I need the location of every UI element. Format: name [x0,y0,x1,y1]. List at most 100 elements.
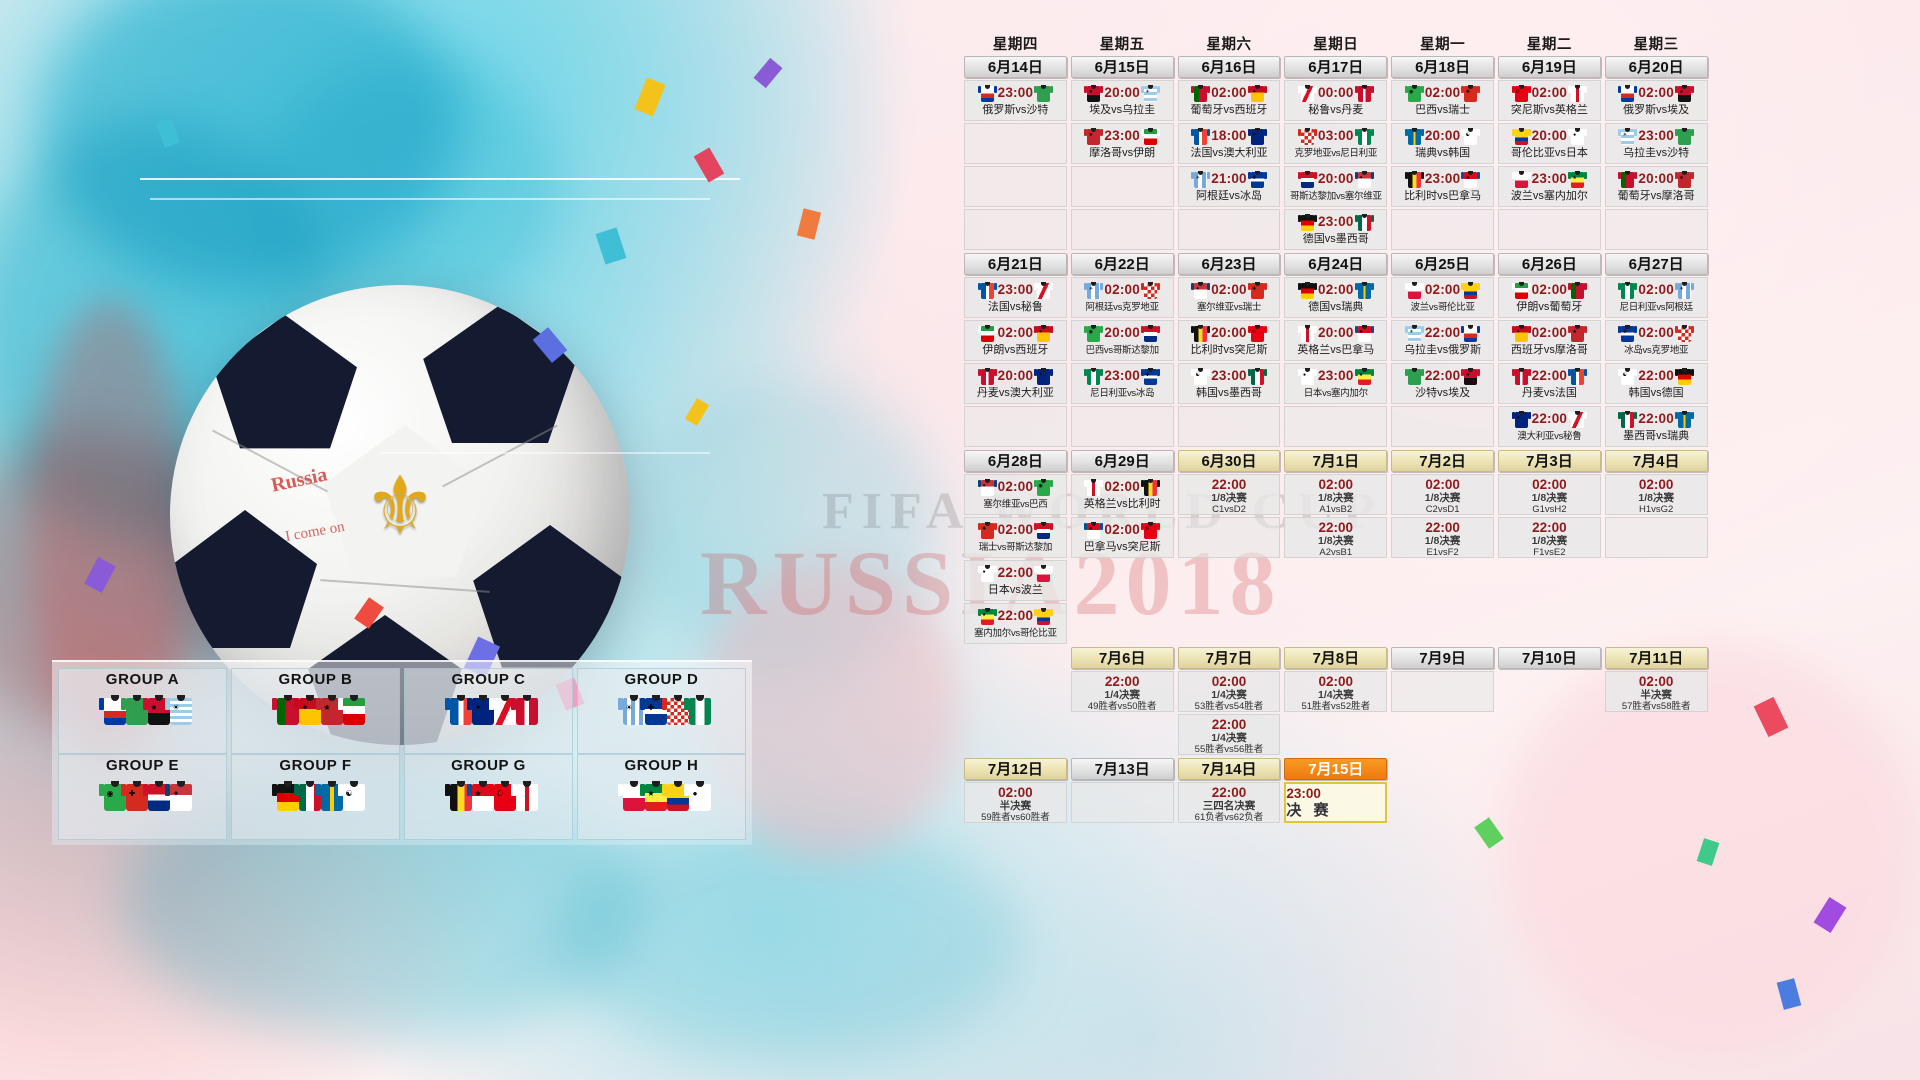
match-cell[interactable]: ◉ 20:00 巴西vs哥斯达黎加 [1070,320,1174,361]
date-label[interactable]: 6月27日 [1604,253,1708,275]
match-cell[interactable]: 23:00 ✚ 尼日利亚vs冰岛 [1070,363,1174,404]
match-cell[interactable]: 02:00 波兰vs哥伦比亚 [1391,277,1494,318]
knockout-match-cell[interactable]: 02:00 1/8决赛 H1vsG2 [1604,474,1708,515]
match-cell[interactable]: 02:00 英格兰vs比利时 [1070,474,1174,515]
match-cell[interactable]: 20:00 ★ 英格兰vs巴拿马 [1284,320,1388,361]
match-cell[interactable]: 20:00 ☯ 瑞典vs韩国 [1391,123,1494,164]
date-label[interactable]: 7月12日 [964,758,1067,780]
date-label[interactable]: 7月6日 [1070,647,1174,669]
match-cell[interactable]: 20:00 ✦ 哥斯达黎加vs塞尔维亚 [1284,166,1388,207]
date-label[interactable]: 6月15日 [1070,56,1174,78]
date-label[interactable]: 7月2日 [1391,450,1494,472]
match-cell[interactable]: ☀ 22:00 乌拉圭vs俄罗斯 [1391,320,1494,361]
knockout-match-cell[interactable]: 22:00 1/8决赛 E1vsF2 [1391,517,1494,558]
knockout-match-cell[interactable]: 22:00 1/8决赛 F1vsE2 [1497,517,1601,558]
date-label[interactable]: 6月29日 [1070,450,1174,472]
match-cell[interactable]: 02:00 ★ 俄罗斯vs埃及 [1604,80,1708,121]
date-label[interactable]: 6月30日 [1177,450,1281,472]
match-cell[interactable]: 02:00 伊朗vs葡萄牙 [1497,277,1601,318]
knockout-match-cell[interactable]: 02:00 1/8决赛 C2vsD1 [1391,474,1494,515]
date-label[interactable]: 7月4日 [1604,450,1708,472]
knockout-match-cell[interactable]: 02:00 半决赛 59胜者vs60胜者 [964,782,1067,823]
group-card-b[interactable]: GROUP B ✦ ★ [231,668,400,754]
knockout-match-cell[interactable]: 02:00 1/4决赛 53胜者vs54胜者 [1177,671,1281,712]
match-cell[interactable]: 00:00 秘鲁vs丹麦 [1284,80,1388,121]
group-card-a[interactable]: GROUP A ★ ☀ [58,668,227,754]
match-cell[interactable]: 23:00 德国vs墨西哥 [1284,209,1388,250]
knockout-match-cell[interactable]: 02:00 1/4决赛 51胜者vs52胜者 [1284,671,1388,712]
match-cell[interactable]: 20:00 ● 哥伦比亚vs日本 [1497,123,1601,164]
group-card-e[interactable]: GROUP E ◉ ✚ ✦ [58,754,227,840]
date-label[interactable]: 6月18日 [1391,56,1494,78]
date-label[interactable]: 7月13日 [1070,758,1174,780]
date-label[interactable]: 7月3日 [1497,450,1601,472]
date-label[interactable]: 6月28日 [964,450,1067,472]
match-cell[interactable]: ● 22:00 日本vs波兰 [964,560,1067,601]
date-label[interactable]: 6月16日 [1177,56,1281,78]
date-label[interactable]: 7月14日 [1177,758,1281,780]
match-cell[interactable]: ◉ 02:00 ✚ 巴西vs瑞士 [1391,80,1494,121]
match-cell[interactable]: ☀ 02:00 阿根廷vs克罗地亚 [1070,277,1174,318]
match-cell[interactable]: ★ 20:00 ☀ 埃及vs乌拉圭 [1070,80,1174,121]
knockout-match-cell[interactable]: 22:00 1/8决赛 A2vsB1 [1284,517,1388,558]
match-cell[interactable]: ✦ 02:00 ★ 西班牙vs摩洛哥 [1497,320,1601,361]
match-cell[interactable]: 02:00 德国vs瑞典 [1284,277,1388,318]
match-cell[interactable]: ✚ 02:00 冰岛vs克罗地亚 [1604,320,1708,361]
knockout-match-cell[interactable]: 02:00 1/8决赛 G1vsH2 [1497,474,1601,515]
match-cell[interactable]: 22:00 墨西哥vs瑞典 [1604,406,1708,447]
group-card-d[interactable]: GROUP D ☀ ✚ [577,668,746,754]
match-cell[interactable]: ☪ 02:00 突尼斯vs英格兰 [1497,80,1601,121]
match-cell[interactable]: 22:00 ★ 沙特vs埃及 [1391,363,1494,404]
match-cell[interactable]: 02:00 ✦ 葡萄牙vs西班牙 [1177,80,1281,121]
match-cell[interactable]: 22:00 丹麦vs法国 [1497,363,1601,404]
date-label[interactable]: 6月25日 [1391,253,1494,275]
match-cell[interactable]: 03:00 克罗地亚vs尼日利亚 [1284,123,1388,164]
date-label[interactable]: 7月1日 [1284,450,1388,472]
match-cell[interactable]: 18:00 ✦ 法国vs澳大利亚 [1177,123,1281,164]
match-cell[interactable]: ★ 22:00 塞内加尔vs哥伦比亚 [964,603,1067,644]
knockout-match-cell[interactable]: 02:00 1/8决赛 A1vsB2 [1284,474,1388,515]
match-cell[interactable]: 23:00 俄罗斯vs沙特 [964,80,1067,121]
date-label[interactable]: 6月23日 [1177,253,1281,275]
date-label[interactable]: 6月14日 [964,56,1067,78]
match-cell[interactable]: ✚ 02:00 瑞士vs哥斯达黎加 [964,517,1067,558]
date-label[interactable]: 7月9日 [1391,647,1494,669]
knockout-match-cell[interactable]: 22:00 1/4决赛 55胜者vs56胜者 [1177,714,1281,755]
match-cell[interactable]: ★ 02:00 ☪ 巴拿马vs突尼斯 [1070,517,1174,558]
knockout-match-cell[interactable]: 22:00 1/4决赛 49胜者vs50胜者 [1070,671,1174,712]
match-cell[interactable]: ✦ 22:00 澳大利亚vs秘鲁 [1497,406,1601,447]
date-label[interactable]: 6月17日 [1284,56,1388,78]
date-label[interactable]: 7月10日 [1497,647,1601,669]
date-label[interactable]: 7月11日 [1604,647,1708,669]
match-cell[interactable]: ☯ 23:00 韩国vs墨西哥 [1177,363,1281,404]
match-cell[interactable]: 20:00 ★ 葡萄牙vs摩洛哥 [1604,166,1708,207]
match-cell[interactable]: ✦ 02:00 ✚ 塞尔维亚vs瑞士 [1177,277,1281,318]
match-cell[interactable]: 02:00 ✦ 伊朗vs西班牙 [964,320,1067,361]
match-cell[interactable]: ☀ 21:00 ✚ 阿根廷vs冰岛 [1177,166,1281,207]
group-card-f[interactable]: GROUP F ☯ [231,754,400,840]
date-label[interactable]: 7月15日 [1284,758,1388,780]
group-card-c[interactable]: GROUP C ✦ [404,668,573,754]
knockout-match-cell[interactable]: 22:00 三四名决赛 61负者vs62负者 [1177,782,1281,823]
date-label[interactable]: 6月20日 [1604,56,1708,78]
group-card-g[interactable]: GROUP G ★ ☪ [404,754,573,840]
date-label[interactable]: 7月8日 [1284,647,1388,669]
match-cell[interactable]: 20:00 ☪ 比利时vs突尼斯 [1177,320,1281,361]
date-label[interactable]: 7月7日 [1177,647,1281,669]
match-cell[interactable]: 02:00 ☀ 尼日利亚vs阿根廷 [1604,277,1708,318]
date-label[interactable]: 6月21日 [964,253,1067,275]
match-cell[interactable]: ☀ 23:00 乌拉圭vs沙特 [1604,123,1708,164]
match-cell[interactable]: 23:00 ★ 波兰vs塞内加尔 [1497,166,1601,207]
match-cell[interactable]: 23:00 ★ 比利时vs巴拿马 [1391,166,1494,207]
group-card-h[interactable]: GROUP H ★ ● [577,754,746,840]
date-label[interactable]: 6月22日 [1070,253,1174,275]
date-label[interactable]: 6月26日 [1497,253,1601,275]
match-cell[interactable]: ★ 23:00 摩洛哥vs伊朗 [1070,123,1174,164]
date-label[interactable]: 6月19日 [1497,56,1601,78]
knockout-match-cell[interactable]: 02:00 半决赛 57胜者vs58胜者 [1604,671,1708,712]
match-cell[interactable]: ☯ 22:00 韩国vs德国 [1604,363,1708,404]
match-cell[interactable]: ● 23:00 ★ 日本vs塞内加尔 [1284,363,1388,404]
match-cell[interactable]: 23:00 法国vs秘鲁 [964,277,1067,318]
match-cell[interactable]: 20:00 ✦ 丹麦vs澳大利亚 [964,363,1067,404]
knockout-match-cell[interactable]: 22:00 1/8决赛 C1vsD2 [1177,474,1281,515]
